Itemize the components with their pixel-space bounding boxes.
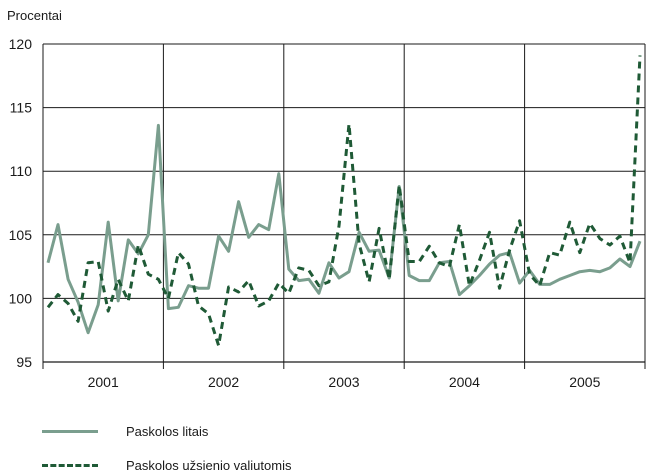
legend-item-valiutomis: Paskolos užsienio valiutomis	[42, 458, 291, 473]
y-tick-label: 95	[16, 354, 32, 370]
legend-item-litais: Paskolos litais	[42, 424, 208, 439]
legend-label-litais: Paskolos litais	[126, 424, 209, 439]
series-line-litais	[46, 123, 642, 335]
y-tick-label: 100	[9, 290, 33, 306]
x-tick-label: 2001	[88, 374, 119, 390]
grid	[42, 43, 646, 369]
x-tick-labels: 2001 2002 2003 2004 2005	[88, 374, 601, 390]
x-tick-label: 2005	[569, 374, 600, 390]
x-tick-label: 2002	[208, 374, 239, 390]
x-tick-label: 2004	[449, 374, 480, 390]
y-tick-label: 115	[10, 100, 33, 116]
y-tick-label: 110	[10, 163, 33, 179]
legend-label-valiutomis: Paskolos užsienio valiutomis	[126, 458, 292, 473]
y-tick-label: 120	[9, 36, 33, 52]
y-tick-label: 105	[9, 227, 33, 243]
legend-swatch-dashed	[42, 464, 98, 467]
x-tick-label: 2003	[328, 374, 359, 390]
legend-swatch-solid	[42, 430, 98, 433]
y-tick-labels: 95 100 105 110 115 120	[9, 36, 33, 370]
y-axis-label: Procentai	[7, 8, 62, 23]
series-line-valiutomis	[46, 55, 642, 347]
series-lines	[46, 55, 642, 347]
